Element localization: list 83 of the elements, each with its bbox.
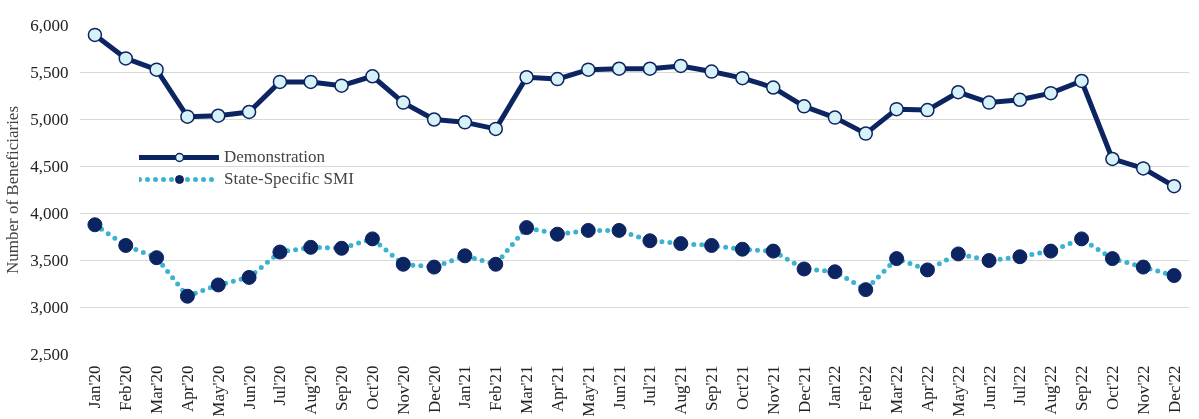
x-tick-label: Apr'20	[177, 365, 197, 412]
x-tick-label: Oct'20	[362, 365, 382, 411]
x-tick-label: Jan'20	[85, 365, 105, 409]
point	[272, 74, 288, 90]
x-tick-label: Mar'20	[147, 365, 167, 414]
x-tick-label: Dec'22	[1164, 365, 1184, 413]
point	[1105, 151, 1120, 167]
point	[488, 121, 503, 137]
y-tick-label: 4,000	[30, 204, 69, 223]
x-tick-label: Oct'21	[732, 365, 752, 411]
y-tick-label: 4,500	[30, 157, 69, 176]
point	[303, 74, 318, 90]
y-tick-label: 3,500	[30, 251, 69, 270]
point	[858, 126, 873, 141]
point	[581, 62, 596, 77]
point	[180, 109, 195, 124]
point	[889, 101, 904, 117]
x-tick-label: Jan'21	[455, 365, 475, 409]
y-tick-label: 5,500	[30, 63, 69, 82]
point	[1043, 85, 1058, 101]
x-tick-label: Oct'22	[1102, 365, 1122, 411]
x-tick-label: Feb'21	[486, 365, 506, 412]
point	[1166, 179, 1182, 194]
y-tick-label: 5,000	[30, 110, 69, 129]
point	[211, 108, 226, 123]
point	[87, 27, 103, 43]
x-tick-label: Aug'22	[1041, 365, 1061, 415]
point	[149, 62, 164, 77]
x-tick-label: Feb'20	[116, 365, 136, 412]
y-tick-label: 2,500	[30, 345, 69, 364]
point	[1012, 92, 1028, 107]
x-tick-label: Sep'22	[1072, 365, 1092, 412]
point	[951, 85, 966, 100]
x-tick-label: Apr'21	[547, 365, 567, 412]
y-tick-label: 6,000	[30, 16, 69, 35]
x-tick-label: Dec'21	[794, 365, 814, 413]
x-tick-label: Sep'21	[702, 365, 722, 412]
legend-label: State-Specific SMI	[224, 169, 354, 189]
legend-label: Demonstration	[224, 147, 326, 167]
y-tick-label: 3,000	[30, 298, 69, 317]
x-tick-label: Sep'20	[332, 365, 352, 412]
point	[550, 71, 565, 87]
point	[673, 58, 688, 74]
x-tick-label: Jun'21	[609, 365, 629, 410]
point	[118, 51, 133, 66]
x-tick-label: May'21	[578, 365, 598, 417]
x-tick-label: Aug'20	[301, 365, 321, 415]
x-tick-label: Jan'22	[825, 365, 845, 409]
point	[642, 61, 658, 76]
point	[365, 69, 380, 84]
x-tick-label: May'22	[948, 365, 968, 417]
x-tick-label: May'20	[208, 365, 228, 417]
point	[426, 112, 442, 127]
x-tick-label: Mar'22	[887, 365, 907, 414]
x-tick-label: Apr'22	[917, 365, 937, 412]
x-tick-label: Nov'20	[393, 365, 413, 415]
point	[334, 78, 349, 93]
point	[827, 110, 843, 125]
x-tick-label: Feb'22	[856, 365, 876, 412]
point	[920, 102, 935, 118]
point	[704, 64, 719, 79]
point	[519, 69, 534, 85]
x-tick-label: Nov'22	[1133, 365, 1153, 415]
x-tick-label: Jul'22	[1010, 365, 1030, 406]
point	[611, 61, 627, 76]
x-tick-label: Mar'21	[517, 365, 537, 414]
x-tick-label: Nov'21	[763, 365, 783, 415]
point	[981, 95, 997, 110]
point	[241, 104, 257, 120]
point	[1074, 73, 1089, 89]
point	[1136, 161, 1151, 176]
x-tick-label: Jul'20	[270, 365, 290, 406]
point	[735, 70, 750, 86]
point	[396, 95, 411, 110]
x-tick-label: Jun'22	[979, 365, 999, 410]
x-tick-label: Aug'21	[671, 365, 691, 415]
y-axis-title: Number of Beneficiaries	[3, 105, 23, 275]
x-tick-label: Jul'21	[640, 365, 660, 406]
point	[796, 99, 812, 114]
x-tick-label: Jun'20	[239, 365, 259, 410]
point	[457, 115, 473, 130]
x-tick-label: Dec'20	[424, 365, 444, 413]
point	[766, 80, 781, 95]
